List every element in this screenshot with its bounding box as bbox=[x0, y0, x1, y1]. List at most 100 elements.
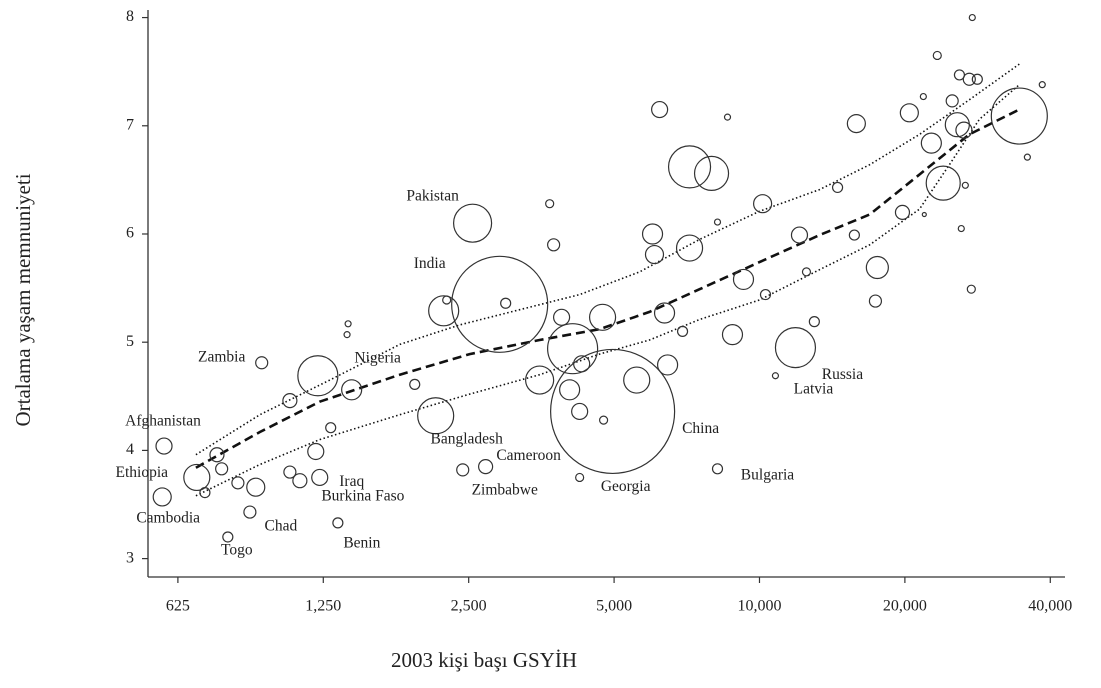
bubble bbox=[801, 267, 812, 277]
bubble bbox=[525, 365, 555, 395]
point-label: Benin bbox=[343, 534, 380, 551]
bubble bbox=[675, 234, 704, 262]
point-label: Iraq bbox=[339, 473, 364, 490]
bubble bbox=[575, 472, 585, 483]
y-tick-label: 4 bbox=[126, 441, 134, 458]
bubble bbox=[550, 348, 676, 475]
y-tick-label: 3 bbox=[126, 549, 134, 566]
y-tick-label: 7 bbox=[126, 116, 134, 133]
point-label: Cambodia bbox=[136, 509, 200, 526]
bubble bbox=[771, 372, 780, 380]
point-label: Russia bbox=[822, 366, 863, 383]
bubble bbox=[693, 155, 730, 191]
bubble bbox=[848, 229, 860, 241]
bubble bbox=[552, 308, 571, 326]
bubble bbox=[865, 255, 889, 280]
bubble bbox=[962, 72, 976, 86]
bubble bbox=[713, 218, 722, 226]
bubble bbox=[925, 165, 961, 201]
bubble bbox=[945, 94, 959, 108]
bubble bbox=[547, 238, 561, 252]
bubble bbox=[573, 355, 591, 373]
bubble bbox=[623, 366, 651, 394]
bubble bbox=[451, 255, 549, 353]
bubble bbox=[155, 437, 173, 455]
bubble bbox=[456, 463, 470, 477]
bubble bbox=[723, 113, 732, 121]
bubble bbox=[641, 223, 664, 245]
bubble bbox=[651, 100, 669, 119]
x-tick-label: 5,000 bbox=[596, 598, 632, 615]
bubble bbox=[255, 356, 269, 370]
bubble bbox=[653, 302, 676, 324]
bubble bbox=[919, 92, 927, 101]
bubble bbox=[971, 73, 983, 85]
x-tick-label: 10,000 bbox=[737, 598, 781, 615]
y-tick-label: 6 bbox=[126, 225, 134, 242]
bubble bbox=[846, 114, 866, 134]
bubble bbox=[500, 297, 512, 309]
bubble bbox=[183, 463, 211, 492]
bubble bbox=[283, 465, 297, 479]
bubble bbox=[711, 463, 724, 475]
bubble bbox=[968, 13, 976, 22]
bubble bbox=[1038, 81, 1046, 89]
bubble bbox=[721, 324, 744, 346]
point-label: Nigeria bbox=[354, 349, 401, 366]
y-axis-title: Ortalama yaşam memnuniyeti bbox=[11, 173, 35, 426]
bubble bbox=[417, 397, 455, 435]
bubble bbox=[920, 132, 942, 154]
bubble bbox=[452, 203, 493, 243]
y-tick-label: 5 bbox=[126, 333, 134, 350]
bubble bbox=[547, 323, 599, 375]
bubble bbox=[282, 393, 298, 409]
bubble bbox=[774, 327, 817, 369]
bubble bbox=[656, 354, 679, 376]
bubble bbox=[307, 442, 325, 461]
x-tick-label: 20,000 bbox=[883, 598, 927, 615]
bubble bbox=[831, 181, 844, 194]
bubble bbox=[311, 468, 329, 487]
point-label: Afghanistan bbox=[125, 413, 201, 430]
bubble bbox=[209, 447, 225, 463]
bubble bbox=[894, 204, 911, 220]
point-label: Georgia bbox=[601, 478, 651, 495]
bubble bbox=[571, 402, 589, 421]
point-label: Bulgaria bbox=[741, 466, 794, 483]
point-label: Chad bbox=[265, 518, 298, 535]
bubble bbox=[332, 517, 344, 529]
bubble bbox=[545, 199, 555, 209]
bubble bbox=[808, 316, 820, 328]
bubble bbox=[478, 459, 494, 475]
bubble bbox=[759, 288, 772, 301]
bubble bbox=[243, 505, 257, 519]
bubble bbox=[215, 462, 229, 476]
bubble bbox=[409, 378, 421, 390]
point-label: Bangladesh bbox=[431, 430, 504, 447]
bubble bbox=[899, 103, 919, 123]
point-label: Cameroon bbox=[496, 447, 561, 464]
point-label: India bbox=[414, 255, 446, 272]
bubble bbox=[961, 181, 969, 189]
bubble bbox=[588, 303, 617, 331]
bubble bbox=[246, 477, 266, 497]
bubble bbox=[325, 422, 337, 434]
bubble bbox=[343, 331, 351, 339]
bubble bbox=[667, 145, 712, 189]
bubble bbox=[428, 295, 460, 327]
bubble bbox=[790, 226, 809, 244]
bubble bbox=[676, 325, 689, 337]
bubble bbox=[341, 379, 363, 401]
y-tick-label: 8 bbox=[126, 8, 134, 25]
point-label: China bbox=[682, 420, 719, 437]
bubble bbox=[152, 487, 172, 507]
x-tick-label: 2,500 bbox=[451, 598, 487, 615]
bubble bbox=[292, 473, 308, 489]
x-tick-label: 40,000 bbox=[1028, 598, 1072, 615]
bubble bbox=[344, 320, 352, 328]
bubble bbox=[559, 379, 581, 401]
bubble bbox=[598, 415, 609, 425]
